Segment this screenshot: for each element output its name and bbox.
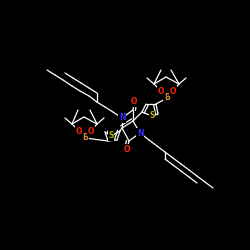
Text: S: S <box>108 132 114 140</box>
Text: B: B <box>82 134 88 142</box>
Text: S: S <box>149 112 155 120</box>
Text: O: O <box>170 86 176 96</box>
Text: O: O <box>88 126 94 136</box>
Text: O: O <box>158 86 164 96</box>
Text: N: N <box>137 128 143 138</box>
Text: B: B <box>164 94 170 102</box>
Text: O: O <box>124 144 130 154</box>
Text: N: N <box>119 114 125 122</box>
Text: O: O <box>131 98 137 106</box>
Text: O: O <box>76 126 82 136</box>
